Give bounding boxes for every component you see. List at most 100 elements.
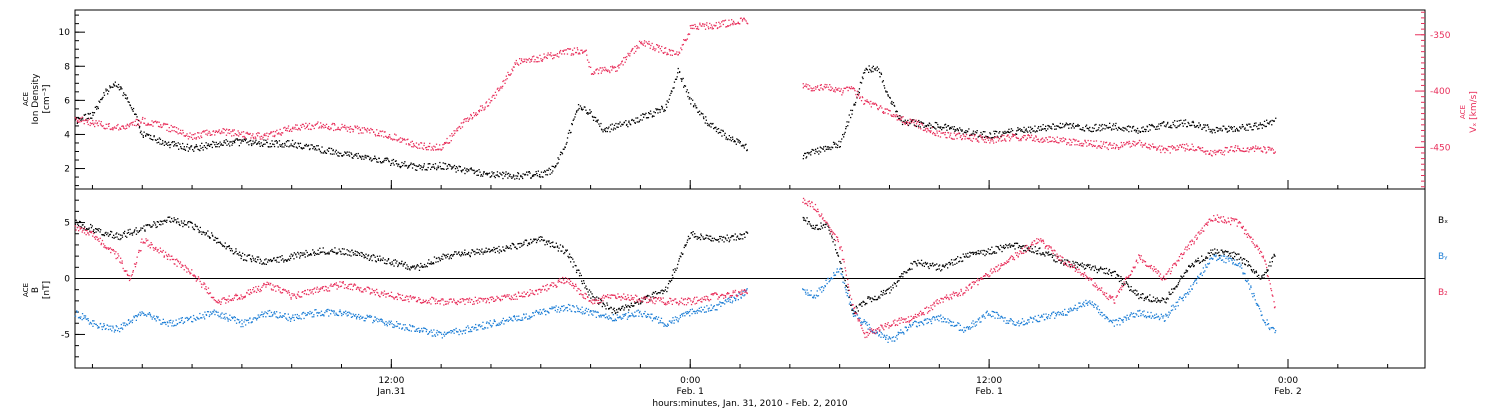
data-point xyxy=(158,137,161,139)
data-point xyxy=(280,316,283,318)
data-point xyxy=(1068,138,1071,140)
data-point xyxy=(1149,144,1152,147)
data-point xyxy=(160,124,162,126)
data-point xyxy=(1039,141,1041,143)
data-point xyxy=(621,306,623,308)
data-point xyxy=(299,142,302,144)
data-point xyxy=(1094,145,1096,147)
data-point xyxy=(248,254,251,256)
data-point xyxy=(593,71,595,73)
data-point xyxy=(402,263,404,265)
data-point xyxy=(161,126,163,128)
data-point xyxy=(432,262,434,264)
data-point xyxy=(599,67,601,69)
data-point xyxy=(325,310,327,312)
data-point xyxy=(109,85,111,87)
data-point xyxy=(596,121,598,123)
data-point xyxy=(156,142,158,144)
data-point xyxy=(532,240,534,242)
data-point xyxy=(991,138,993,140)
data-point xyxy=(148,124,150,126)
data-point xyxy=(1034,131,1036,133)
data-point xyxy=(376,317,378,320)
data-point xyxy=(648,295,650,297)
data-point xyxy=(977,139,979,142)
data-point xyxy=(1209,131,1211,133)
data-point xyxy=(589,109,591,111)
data-point xyxy=(581,109,583,111)
data-point xyxy=(411,266,413,268)
data-point xyxy=(418,330,421,332)
data-point xyxy=(837,255,840,257)
data-point xyxy=(1118,127,1120,129)
data-point xyxy=(1213,253,1215,256)
data-point xyxy=(982,253,984,255)
data-point xyxy=(530,177,532,179)
data-point xyxy=(145,134,147,137)
data-point xyxy=(536,61,539,63)
data-point xyxy=(91,117,93,119)
data-point xyxy=(972,137,975,140)
data-point xyxy=(205,232,207,234)
data-point xyxy=(96,123,98,125)
data-point xyxy=(534,174,536,176)
data-point xyxy=(493,94,495,97)
data-point xyxy=(611,69,613,71)
data-point xyxy=(129,124,131,126)
data-point xyxy=(211,312,213,314)
data-point xyxy=(1020,138,1022,140)
data-point xyxy=(1047,254,1049,256)
data-point xyxy=(235,322,238,324)
data-point xyxy=(567,255,569,258)
data-point xyxy=(833,238,835,241)
data-point xyxy=(232,140,234,142)
data-point xyxy=(296,317,299,319)
data-point xyxy=(352,254,355,256)
data-point xyxy=(619,121,621,123)
data-point xyxy=(1145,296,1147,298)
data-point xyxy=(407,266,409,268)
data-point xyxy=(317,249,319,251)
data-point xyxy=(401,327,404,329)
data-point xyxy=(898,118,900,121)
data-point xyxy=(309,253,311,256)
data-point xyxy=(212,140,214,143)
data-point xyxy=(115,127,117,129)
data-point xyxy=(430,263,432,265)
data-point xyxy=(368,259,370,261)
data-point xyxy=(1054,261,1057,263)
data-point xyxy=(281,144,283,146)
data-point xyxy=(124,93,126,96)
data-point xyxy=(104,128,106,130)
data-point xyxy=(1123,130,1125,132)
data-point xyxy=(296,316,298,318)
data-point xyxy=(93,229,95,231)
data-point xyxy=(176,323,179,325)
data-point xyxy=(814,228,816,230)
data-point xyxy=(234,316,236,319)
data-point xyxy=(237,130,239,132)
data-point xyxy=(116,232,118,234)
data-point xyxy=(681,44,683,46)
data-point xyxy=(682,43,684,46)
data-point xyxy=(957,256,959,258)
data-point xyxy=(689,96,691,99)
data-point xyxy=(110,325,112,327)
data-point xyxy=(478,169,480,171)
data-point xyxy=(894,105,896,107)
data-point xyxy=(179,143,181,145)
data-point xyxy=(1166,148,1168,150)
data-point xyxy=(834,142,836,144)
data-point xyxy=(177,142,179,144)
data-point xyxy=(989,142,991,144)
data-point xyxy=(1083,268,1086,270)
data-point xyxy=(366,131,368,133)
data-point xyxy=(336,253,338,255)
data-point xyxy=(1087,264,1090,266)
data-point xyxy=(829,146,831,149)
data-point xyxy=(491,100,493,102)
data-point xyxy=(887,95,889,97)
data-point xyxy=(647,294,649,297)
data-point xyxy=(871,103,873,105)
data-point xyxy=(381,320,383,322)
